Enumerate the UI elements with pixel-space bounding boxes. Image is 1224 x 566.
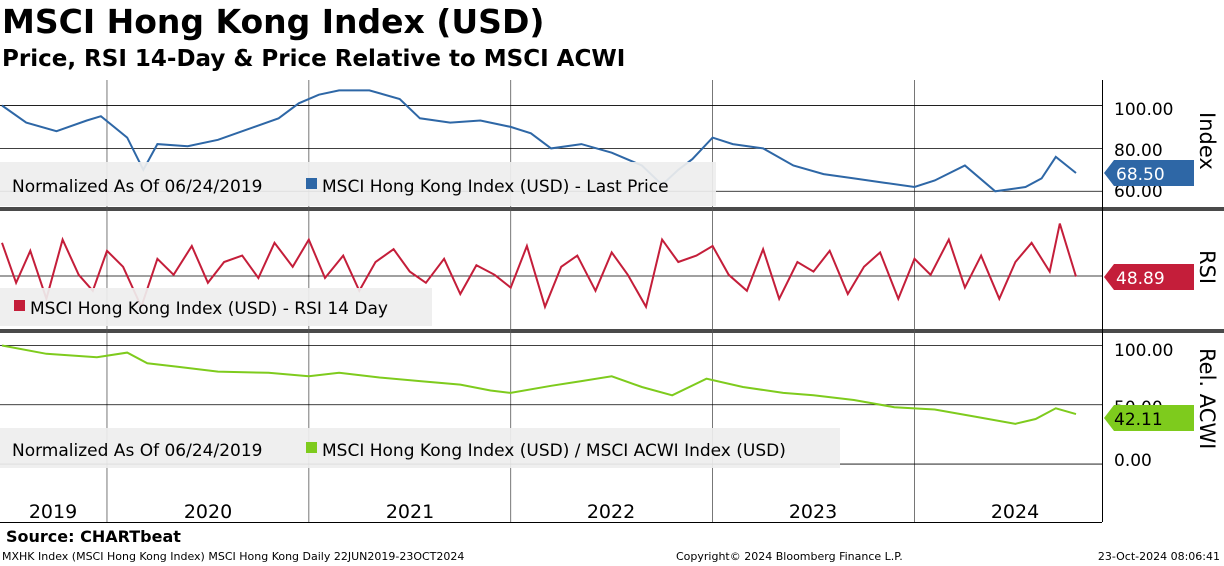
relative-legend-normalized: Normalized As Of 06/24/2019 xyxy=(12,441,262,461)
relative-legend-swatch xyxy=(306,442,317,453)
rsi-legend-swatch xyxy=(14,300,25,311)
price-legend-normalized: Normalized As Of 06/24/2019 xyxy=(12,177,262,197)
relative-legend-series: MSCI Hong Kong Index (USD) / MSCI ACWI I… xyxy=(322,441,786,461)
chart-title: MSCI Hong Kong Index (USD) xyxy=(2,2,545,41)
price-tick-80: 80.00 xyxy=(1114,141,1163,161)
relative-tick-100: 100.00 xyxy=(1114,341,1173,361)
year-label-2023: 2023 xyxy=(789,501,837,523)
rsi-last-value-tag: 48.89 xyxy=(1104,264,1194,290)
relative-series-line[interactable] xyxy=(1,344,1077,425)
price-last-value-tag: 68.50 xyxy=(1104,160,1194,186)
footer-ticker-info: MXHK Index (MSCI Hong Kong Index) MSCI H… xyxy=(2,550,465,563)
year-label-2021: 2021 xyxy=(386,501,434,523)
relative-tick-0: 0.00 xyxy=(1114,451,1152,471)
price-legend-swatch xyxy=(306,178,317,189)
year-label-2024: 2024 xyxy=(991,501,1039,523)
rsi-axis-label: RSI xyxy=(1195,250,1219,284)
footer-copyright: Copyright© 2024 Bloomberg Finance L.P. xyxy=(676,550,903,563)
relative-legend: Normalized As Of 06/24/2019 MSCI Hong Ko… xyxy=(0,428,840,468)
price-tick-100: 100.00 xyxy=(1114,100,1173,120)
relative-last-value-tag: 42.11 xyxy=(1104,405,1194,431)
rsi-legend: MSCI Hong Kong Index (USD) - RSI 14 Day xyxy=(0,288,432,326)
year-label-2022: 2022 xyxy=(587,501,635,523)
relative-last-value: 42.11 xyxy=(1114,410,1163,430)
source-note: Source: CHARTbeat xyxy=(6,527,181,546)
rsi-legend-series: MSCI Hong Kong Index (USD) - RSI 14 Day xyxy=(30,299,388,319)
panel-divider-2[interactable] xyxy=(0,329,1224,333)
price-last-value: 68.50 xyxy=(1116,165,1165,185)
footer-timestamp: 23-Oct-2024 08:06:41 xyxy=(1097,550,1220,563)
price-legend: Normalized As Of 06/24/2019 MSCI Hong Ko… xyxy=(0,162,716,206)
panel-divider-1[interactable] xyxy=(0,207,1224,211)
year-label-2020: 2020 xyxy=(184,501,232,523)
relative-axis-label: Rel. ACWI xyxy=(1195,348,1219,449)
chart-subtitle: Price, RSI 14-Day & Price Relative to MS… xyxy=(2,46,626,72)
price-series-line[interactable] xyxy=(1,89,1077,193)
price-tick-60: 60.00 xyxy=(1114,182,1163,202)
rsi-last-value: 48.89 xyxy=(1116,269,1165,289)
year-label-2019: 2019 xyxy=(29,501,77,523)
price-legend-series: MSCI Hong Kong Index (USD) - Last Price xyxy=(322,177,669,197)
rsi-series-line[interactable] xyxy=(1,223,1077,310)
price-axis-label: Index xyxy=(1195,112,1219,170)
